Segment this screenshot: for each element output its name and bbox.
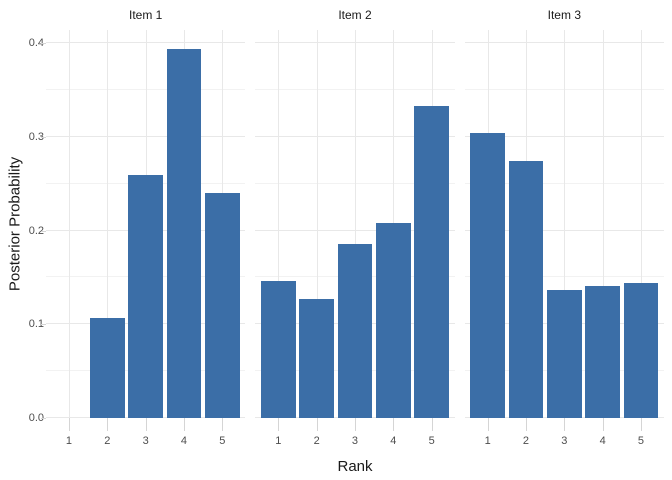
x-axis-ticks: 1 2 3 4 5 [465, 418, 664, 452]
x-tick-label: 5 [637, 435, 645, 447]
facet-2: Item 2 1 2 3 4 5 [255, 0, 455, 452]
x-tick-mark [107, 418, 109, 431]
bar-rank-4 [376, 223, 411, 418]
bar-rank-3 [337, 243, 373, 418]
x-tick-mark [183, 418, 185, 431]
x-tick-mark [393, 418, 395, 431]
x-tick-mark [145, 418, 147, 431]
gridline-v-major [278, 30, 280, 418]
panel [464, 30, 664, 418]
x-tick-mark [316, 418, 318, 431]
x-tick-label: 3 [351, 435, 359, 447]
y-tick-mark [41, 136, 46, 138]
gridline-v-major [107, 30, 109, 418]
bar-rank-3 [128, 175, 163, 418]
x-tick-label: 4 [390, 435, 397, 447]
x-tick-mark [354, 418, 356, 431]
y-tick-mark [41, 230, 46, 232]
bar-rank-4 [166, 48, 202, 418]
x-tick-mark [602, 418, 604, 431]
x-tick-label: 2 [104, 435, 111, 447]
facet-title: Item 3 [547, 8, 581, 22]
x-axis-ticks: 1 2 3 4 5 [255, 418, 454, 452]
x-tick-label: 3 [142, 435, 149, 447]
x-tick-mark [222, 418, 224, 431]
x-tick-mark [564, 418, 566, 431]
x-tick-label: 1 [65, 435, 73, 447]
bar-rank-2 [508, 161, 544, 418]
gridline-v-major [68, 30, 70, 418]
bar-rank-5 [414, 105, 449, 418]
bar-rank-1 [470, 133, 505, 418]
panel [46, 30, 246, 418]
y-tick-label: 0.4 [28, 37, 44, 50]
gridline-v-major [316, 30, 318, 418]
gridline-v-major [354, 30, 356, 418]
facet-title: Item 2 [338, 8, 372, 22]
plot-area: Item 1 1 2 3 4 5 Item 2 1 2 3 4 5 Item 3 1 2 3 4 5 Rank [46, 0, 664, 475]
x-tick-label: 1 [275, 435, 282, 447]
x-tick-mark [68, 418, 70, 431]
facet-title: Item 1 [128, 8, 163, 22]
panel [255, 30, 455, 418]
x-tick-mark [525, 418, 527, 431]
y-tick-mark [41, 43, 46, 45]
facet-1: Item 1 1 2 3 4 5 [46, 0, 246, 452]
bar-rank-1 [261, 281, 296, 418]
y-tick-label: 0.0 [28, 412, 44, 424]
bar-rank-4 [585, 285, 620, 418]
x-tick-mark [278, 418, 280, 431]
x-tick-label: 4 [599, 435, 606, 447]
x-tick-label: 5 [428, 435, 435, 447]
x-axis-title: Rank [337, 458, 373, 475]
gridline-v-major [564, 30, 566, 418]
x-tick-mark [487, 418, 489, 431]
y-tick-mark [41, 418, 46, 419]
x-tick-label: 2 [313, 435, 320, 447]
y-tick-mark [41, 324, 46, 326]
x-tick-label: 3 [561, 435, 568, 447]
x-axis-ticks: 1 2 3 4 5 [46, 418, 245, 452]
y-tick-label: 0.3 [28, 130, 44, 143]
y-tick-label: 0.1 [28, 318, 44, 331]
bar-rank-5 [623, 283, 659, 418]
facet-3: Item 3 1 2 3 4 5 [464, 0, 664, 452]
x-tick-label: 4 [180, 435, 188, 447]
bar-rank-2 [299, 298, 334, 418]
x-tick-label: 1 [484, 435, 491, 447]
bar-rank-5 [205, 193, 240, 418]
gridline-v-major [640, 30, 642, 418]
bar-rank-3 [547, 289, 582, 418]
y-tick-label: 0.2 [28, 224, 44, 237]
x-tick-label: 2 [522, 435, 530, 447]
bar-rank-2 [90, 317, 125, 418]
x-tick-label: 5 [219, 435, 226, 447]
x-tick-mark [640, 418, 642, 431]
x-tick-mark [431, 418, 433, 431]
facet-panels: Item 1 1 2 3 4 5 Item 2 1 2 3 4 5 Item 3 1 2 3 4 5 [46, 0, 664, 452]
gridline-v-major [602, 30, 604, 418]
